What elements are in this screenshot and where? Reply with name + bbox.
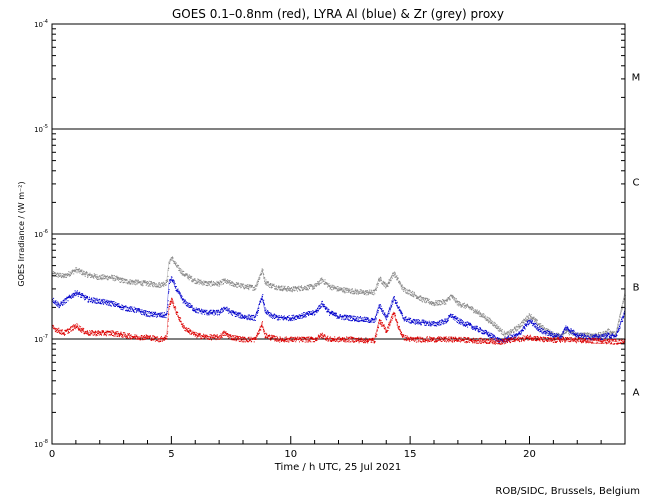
series-layer <box>51 256 626 345</box>
y-tick-label-3: 10-5 <box>34 124 48 134</box>
class-label-c: C <box>633 178 640 189</box>
series-1 <box>51 276 626 345</box>
x-tick-label-4: 20 <box>523 449 536 460</box>
axes: 0 5 10 15 20 10-8 10-7 10-6 10-5 10-4 <box>34 19 626 460</box>
y-tick-label-2: 10-6 <box>34 229 48 239</box>
x-tick-label-2: 10 <box>284 449 297 460</box>
y-tick-label-4: 10-4 <box>34 19 48 29</box>
x-axis-label: Time / h UTC, 25 Jul 2021 <box>274 462 402 473</box>
class-labels: A B C M <box>632 73 641 399</box>
series-line-2 <box>51 298 626 342</box>
y-axis-label: GOES Irradiance / (W m⁻²) <box>17 181 26 286</box>
y-tick-label-0: 10-8 <box>34 439 48 449</box>
y-tick-label-1: 10-7 <box>34 334 48 344</box>
credit-text: ROB/SIDC, Brussels, Belgium <box>495 486 640 497</box>
series-2 <box>51 297 626 345</box>
x-tick-label-0: 0 <box>49 449 55 460</box>
class-label-b: B <box>633 283 640 294</box>
chart-title: GOES 0.1–0.8nm (red), LYRA Al (blue) & Z… <box>172 7 504 21</box>
x-tick-label-1: 5 <box>168 449 174 460</box>
x-tick-label-3: 15 <box>404 449 417 460</box>
class-label-a: A <box>633 388 640 399</box>
class-label-m: M <box>632 73 641 84</box>
